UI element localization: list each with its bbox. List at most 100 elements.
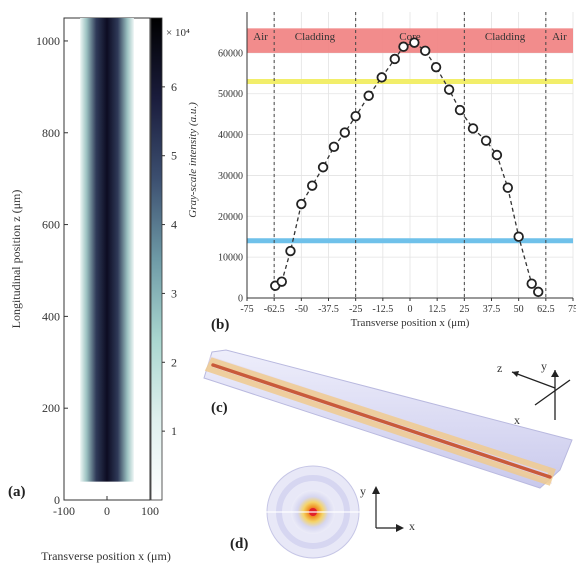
data-point [526, 278, 537, 289]
x-tick-label: -25 [349, 304, 362, 315]
x-tick-label: -75 [240, 304, 253, 315]
heatmap-ytick-label: 800 [42, 126, 60, 140]
panel-label-a: (a) [8, 484, 26, 500]
data-point [513, 231, 524, 242]
region-label: Air [552, 31, 567, 43]
data-point [430, 61, 442, 73]
data-point [307, 180, 318, 191]
data-point [296, 198, 307, 210]
heatmap-xlabel: Transverse position x (μm) [41, 549, 171, 563]
axis-x-label-d: x [409, 519, 415, 533]
fiber-cladding [204, 357, 556, 486]
x-tick-label: 12.5 [428, 304, 446, 315]
data-point [480, 135, 492, 146]
y-arrowhead [551, 370, 559, 377]
colorbar-tick-label: 6 [171, 80, 177, 94]
x2d-arrowhead [396, 524, 404, 532]
x-tick-label: 50 [514, 304, 524, 315]
profile-ylabel: Gray-scale intensity (a.u.) [187, 102, 199, 218]
region-labels: Air Cladding Core Cladding Air [253, 31, 567, 43]
fiber-core [211, 363, 552, 479]
heatmap-ylabel: Longitudinal position z (μm) [9, 190, 23, 329]
axes-3d: z y x [497, 359, 571, 427]
data-point [328, 141, 340, 153]
data-point [285, 245, 296, 257]
heatmap-ytick-label: 0 [54, 493, 60, 507]
axis-y-label: y [541, 359, 547, 373]
data-point [376, 72, 387, 83]
data-point [350, 110, 361, 122]
x-tick-labels: -75 -62.5 -50 -37.5 -25 -12.5 0 12.5 25 37.5 50 62.… [240, 298, 576, 315]
panel-label-c: (c) [211, 400, 228, 416]
panel-label-b: (b) [211, 317, 229, 333]
panel-label-d: (d) [230, 536, 248, 552]
x-tick-label: -37.5 [318, 304, 339, 315]
axis-z-label: z [497, 361, 502, 375]
data-point [276, 276, 287, 287]
heatmap-xtick-label: 0 [104, 504, 110, 518]
y-tick-label: 10000 [218, 253, 243, 264]
cross-section-panel-d: (d) y x [230, 465, 415, 559]
data-point [389, 53, 400, 65]
x-tick-label: 37.5 [483, 304, 501, 315]
colorbar-tick-label: 2 [171, 355, 177, 369]
profile-xlabel: Transverse position x (μm) [351, 317, 470, 329]
y-tick-label: 60000 [218, 48, 243, 59]
data-point [398, 41, 409, 52]
grid [246, 12, 574, 299]
x-tick-label: -12.5 [372, 304, 393, 315]
axis-x-3d [534, 379, 571, 406]
z-arrowhead [512, 371, 519, 377]
x-tick-label: 0 [408, 304, 413, 315]
profile-points [270, 37, 544, 298]
y-tick-label: 50000 [218, 89, 243, 100]
colorbar-tick-label: 1 [171, 424, 177, 438]
heatmap-ytick-label: 400 [42, 309, 60, 323]
fiber-3d-panel-c: (c) z y x [203, 349, 573, 489]
y-tick-label: 0 [238, 294, 243, 305]
axis-x-label: x [514, 413, 520, 427]
region-label: Air [253, 31, 268, 43]
axis-z-3d [511, 371, 556, 389]
colorbar-tick-label: 3 [171, 286, 177, 300]
heatmap-ytick-label: 600 [42, 218, 60, 232]
heatmap-ytick-label: 200 [42, 401, 60, 415]
x-tick-label: -50 [295, 304, 308, 315]
x-tick-label: 75 [568, 304, 576, 315]
colorbar-tick-label: 5 [171, 149, 177, 163]
colorbar [150, 17, 163, 501]
heatmap-beam [80, 18, 134, 482]
colorbar-multiplier: × 10⁴ [166, 27, 190, 39]
data-point [502, 182, 514, 193]
heatmap-ytick-label: 1000 [36, 34, 60, 48]
data-point [443, 84, 455, 95]
data-point [533, 286, 544, 298]
axis-y-label-d: y [360, 484, 366, 498]
y-tick-label: 30000 [218, 171, 243, 182]
heatmap-xtick-label: -100 [53, 504, 75, 518]
region-label: Cladding [295, 31, 336, 43]
data-point [317, 162, 329, 173]
y2d-arrowhead [372, 486, 380, 494]
data-point [363, 90, 374, 101]
data-point [491, 149, 503, 161]
colorbar-ticks: 1 2 3 4 5 6 [162, 80, 177, 438]
y-tick-label: 40000 [218, 130, 243, 141]
data-point [454, 104, 466, 116]
y-tick-label: 20000 [218, 212, 243, 223]
colorbar-tick-label: 4 [171, 218, 177, 232]
profile-chart-panel-b: Air Cladding Core Cladding Air -75 -62.5 -50 -3… [187, 12, 576, 333]
data-point [409, 37, 420, 48]
x-tick-label: 25 [459, 304, 469, 315]
data-point [339, 127, 351, 138]
x-tick-label: 62.5 [537, 304, 555, 315]
region-label: Cladding [485, 31, 526, 43]
y-tick-labels: 0 10000 20000 30000 40000 50000 60000 [218, 48, 243, 304]
axes-2d: y x [360, 484, 415, 533]
data-point [420, 45, 431, 57]
heatmap-xtick-label: 100 [141, 504, 159, 518]
x-tick-label: -62.5 [264, 304, 285, 315]
